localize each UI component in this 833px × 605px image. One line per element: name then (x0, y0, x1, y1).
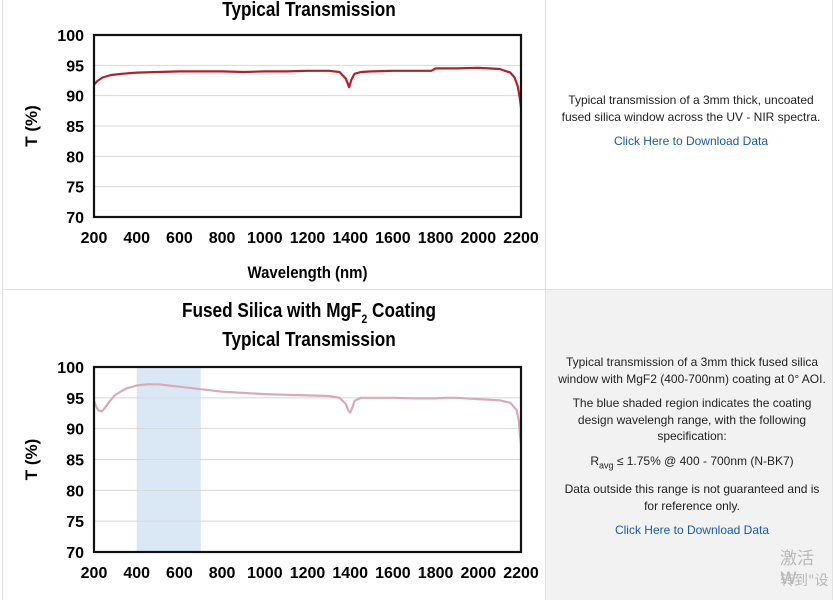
x-tick-label: 2200 (503, 565, 539, 582)
chart-title-line2: Typical Transmission (222, 328, 396, 351)
y-tick-label: 75 (66, 180, 84, 197)
transmission-series-line (93, 66, 523, 108)
y-axis-label: T (%) (22, 105, 41, 147)
x-tick-label: 600 (166, 230, 193, 247)
y-tick-label: 70 (66, 210, 84, 227)
chart-cell-mgf2: Fused Silica with MgF2 Coating Typical Tr… (3, 290, 546, 600)
y-tick-label: 95 (66, 391, 84, 408)
y-tick-label: 80 (66, 483, 84, 500)
y-tick-label: 100 (57, 360, 84, 377)
activation-watermark-line1: 激活 W (780, 549, 814, 589)
x-tick-label: 800 (209, 565, 236, 582)
x-tick-label: 200 (81, 565, 108, 582)
x-tick-label: 800 (209, 230, 236, 247)
x-tick-label: 1400 (332, 230, 368, 247)
x-tick-label: 1200 (290, 565, 326, 582)
x-tick-label: 1600 (375, 230, 411, 247)
x-tick-label: 1800 (418, 230, 454, 247)
chart-title-text: Fused Silica with MgF (182, 299, 362, 322)
y-tick-label: 90 (66, 422, 84, 439)
chart-title-line1: Fused Silica with MgF2 Coating (182, 299, 436, 326)
chart-cell-uncoated: Typical Transmission 70 75 80 85 90 95 100 200 40… (3, 0, 546, 289)
description-cell-mgf2: Typical transmission of a 3mm thick fuse… (546, 290, 832, 600)
y-axis-label: T (%) (22, 439, 41, 481)
y-tick-label: 85 (66, 119, 84, 136)
transmission-chart-uncoated: Typical Transmission 70 75 80 85 90 95 100 200 40… (22, 0, 539, 282)
x-axis-label: Wavelength (nm) (248, 264, 368, 282)
chart-title-subscript: 2 (362, 313, 368, 326)
x-tick-label: 1000 (247, 565, 283, 582)
x-tick-label: 1400 (332, 565, 368, 582)
x-tick-label: 200 (81, 230, 108, 247)
x-tick-label: 600 (166, 565, 193, 582)
x-tick-label: 2000 (461, 230, 497, 247)
download-data-link[interactable]: Click Here to Download Data (614, 523, 770, 538)
y-tick-label: 80 (66, 149, 84, 166)
x-tick-label: 2000 (461, 565, 497, 582)
chart-description: Typical transmission of a 3mm thick, unc… (561, 93, 821, 124)
y-tick-label: 100 (57, 28, 84, 45)
activation-watermark-line2: 转到"设 (780, 573, 829, 589)
coating-specification: Ravg ≤ 1.75% @ 400 - 700nm (N-BK7) (590, 453, 794, 470)
y-tick-label: 95 (66, 58, 84, 75)
spec-row-uncoated: Typical Transmission 70 75 80 85 90 95 100 200 40… (2, 0, 833, 289)
plot-frame (92, 33, 523, 219)
x-tick-label: 1600 (375, 565, 411, 582)
x-tick-label: 2200 (503, 230, 539, 247)
plot-frame (92, 365, 523, 554)
chart-title: Typical Transmission (222, 0, 396, 20)
y-tick-label: 75 (66, 514, 84, 531)
x-tick-label: 400 (123, 230, 150, 247)
x-tick-label: 400 (123, 565, 150, 582)
y-tick-label: 90 (66, 89, 84, 106)
spec-row-mgf2: Fused Silica with MgF2 Coating Typical Tr… (2, 289, 833, 600)
x-tick-label: 1800 (418, 565, 454, 582)
y-tick-label: 85 (66, 453, 84, 470)
x-tick-label: 1000 (247, 230, 283, 247)
data-disclaimer: Data outside this range is not guarantee… (564, 482, 820, 513)
x-tick-label: 1200 (290, 230, 326, 247)
transmission-series-line (92, 383, 523, 445)
download-data-link[interactable]: Click Here to Download Data (613, 134, 769, 148)
chart-description: Typical transmission of a 3mm thick fuse… (558, 355, 826, 386)
chart-title-suffix: Coating (367, 299, 436, 322)
description-cell-uncoated: Typical transmission of a 3mm thick, unc… (546, 0, 832, 289)
shaded-region-note: The blue shaded region indicates the coa… (572, 396, 812, 443)
y-tick-label: 70 (66, 545, 84, 562)
